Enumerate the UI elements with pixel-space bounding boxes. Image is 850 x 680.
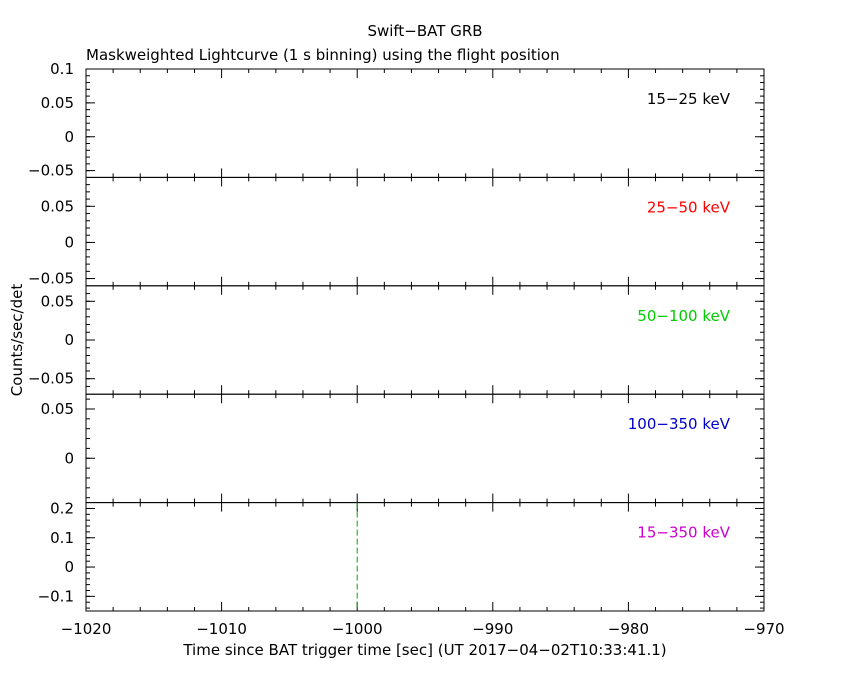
- band-label: 25−50 keV: [647, 198, 731, 216]
- chart-subtitle: Maskweighted Lightcurve (1 s binning) us…: [86, 46, 560, 64]
- y-tick-label: 0: [64, 449, 74, 467]
- y-tick-label: 0.05: [41, 197, 74, 215]
- band-label: 50−100 keV: [637, 307, 730, 325]
- band-label: 15−350 keV: [637, 524, 730, 542]
- panel-frame: [85, 502, 765, 612]
- x-tick-label: −1000: [332, 620, 383, 638]
- y-tick-label: 0.05: [41, 400, 74, 418]
- y-tick-label: −0.05: [28, 270, 74, 288]
- panel-frame: [85, 68, 765, 178]
- y-tick-label: 0.05: [41, 292, 74, 310]
- band-label: 15−25 keV: [647, 90, 731, 108]
- y-tick-label: 0: [64, 558, 74, 576]
- y-tick-label: 0: [64, 331, 74, 349]
- y-tick-label: 0.1: [50, 60, 74, 78]
- y-tick-label: 0.05: [41, 94, 74, 112]
- x-tick-label: −990: [472, 620, 513, 638]
- chart-title: Swift−BAT GRB: [367, 22, 482, 40]
- x-tick-label: −980: [608, 620, 649, 638]
- y-tick-label: 0.1: [50, 529, 74, 547]
- panel-frame: [85, 285, 765, 395]
- y-axis-label: Counts/sec/det: [8, 284, 26, 397]
- x-tick-label: −970: [743, 620, 784, 638]
- panel-frame: [85, 176, 765, 287]
- x-tick-label: −1020: [61, 620, 112, 638]
- panels-group: −0.05 0 0.05 0.1 15−25 keV −0.05 0 0.05 25−50 ke…: [28, 60, 785, 638]
- x-tick-label: −1010: [196, 620, 247, 638]
- band-label: 100−350 keV: [628, 415, 731, 433]
- x-axis-label: Time since BAT trigger time [sec] (UT 20…: [182, 641, 666, 659]
- y-tick-label: −0.05: [28, 162, 74, 180]
- y-tick-label: 0: [64, 233, 74, 251]
- panel-frame: [85, 393, 765, 504]
- y-tick-label: −0.05: [28, 370, 74, 388]
- y-tick-label: 0.2: [50, 499, 74, 517]
- y-tick-label: 0: [64, 128, 74, 146]
- y-tick-label: −0.1: [38, 587, 74, 605]
